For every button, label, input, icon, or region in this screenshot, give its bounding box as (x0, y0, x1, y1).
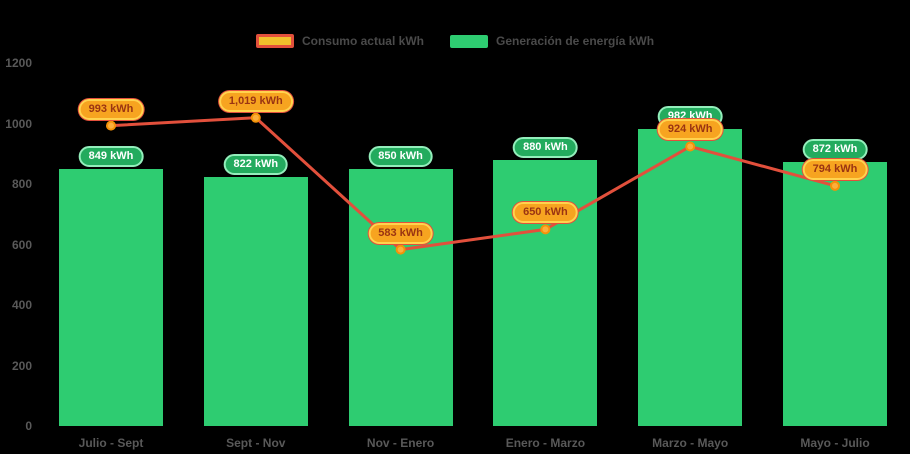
legend-item-generacion-energia[interactable]: Generación de energía kWh (449, 34, 655, 48)
y-axis-tick-label: 800 (11, 177, 32, 191)
line-data-point[interactable] (540, 224, 551, 235)
bar-value-label: 880 kWh (513, 136, 578, 158)
legend-label-generacion-energia: Generación de energía kWh (495, 34, 655, 48)
y-axis-tick-label: 200 (11, 358, 32, 373)
bar-value-label: 872 kWh (802, 139, 868, 161)
line-value-label: 924 kWh (657, 119, 723, 141)
x-axis-category-label: Mayo - Julio (800, 436, 870, 450)
x-axis-category-label: Julio - Sept (78, 436, 144, 450)
line-value-label: 993 kWh (78, 98, 144, 120)
bar-generacion[interactable] (59, 169, 163, 426)
y-axis-tick-label: 600 (11, 237, 32, 252)
y-axis-tick-label: 1000 (5, 116, 32, 131)
y-axis-tick-label: 1200 (5, 56, 32, 70)
x-axis-category-label: Marzo - Mayo (652, 436, 729, 450)
chart-legend: Consumo actual kWh Generación de energía… (0, 34, 910, 48)
bar-value-label: 850 kWh (368, 145, 433, 167)
y-axis-tick-label: 400 (11, 298, 32, 312)
line-data-point[interactable] (106, 120, 116, 131)
line-value-label: 1,019 kWh (218, 90, 293, 112)
line-data-point[interactable] (830, 180, 840, 191)
x-axis-category-label: Nov - Enero (366, 436, 435, 450)
legend-label-consumo-actual: Consumo actual kWh (301, 34, 424, 48)
bar-value-label: 849 kWh (78, 146, 144, 168)
line-data-point[interactable] (395, 244, 406, 255)
line-value-label: 794 kWh (802, 158, 868, 180)
bar-value-label: 822 kWh (223, 154, 289, 176)
line-data-point[interactable] (250, 112, 261, 123)
line-value-label: 650 kWh (513, 202, 578, 224)
bar-series-swatch-icon (449, 34, 488, 48)
consumo-line-path (110, 116, 836, 252)
bar-generacion[interactable] (638, 128, 743, 426)
line-series-swatch-icon (255, 34, 294, 48)
bar-generacion[interactable] (348, 168, 453, 426)
x-axis-category-label: Sept - Nov (226, 436, 286, 450)
bar-generacion[interactable] (783, 162, 887, 426)
x-axis-category-label: Enero - Marzo (505, 436, 586, 450)
line-value-label: 583 kWh (368, 222, 433, 244)
y-axis-tick-label: 0 (25, 419, 32, 433)
bar-generacion[interactable] (203, 177, 308, 426)
legend-item-consumo-actual[interactable]: Consumo actual kWh (255, 34, 424, 48)
line-data-point[interactable] (685, 141, 696, 152)
